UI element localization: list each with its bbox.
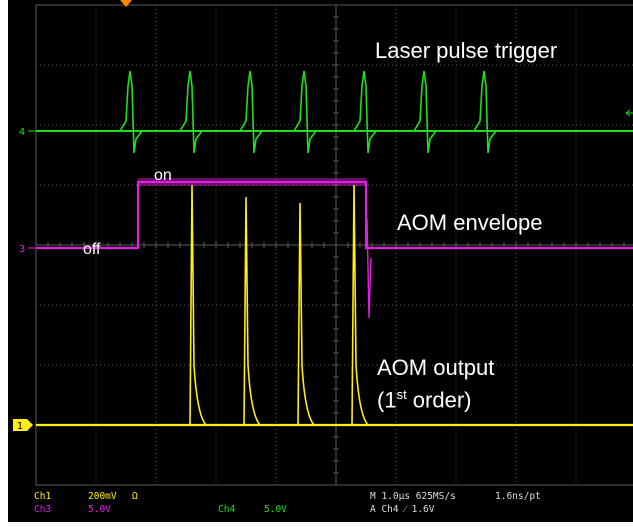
- ch4-pulse: [473, 70, 497, 154]
- ch4-pulse: [239, 70, 263, 154]
- trigger-level-icon: [625, 109, 633, 117]
- timebase-readout: M 1.0µs 625MS/s: [370, 491, 456, 502]
- ch4-pulse: [119, 70, 143, 154]
- waveform-traces: [36, 70, 633, 427]
- channel-markers: 4 3 1: [13, 127, 35, 432]
- ch3-scale-value: 5.0V: [88, 504, 111, 515]
- ch3-marker: 3: [19, 244, 25, 255]
- graticule: [35, 0, 633, 486]
- ch1-pulse: [297, 202, 315, 426]
- ch1-pulse: [351, 184, 369, 426]
- ch3-ringing: [366, 217, 372, 319]
- ch1-coupling-icon: Ω: [132, 491, 138, 502]
- off-state-label: off: [83, 241, 101, 258]
- aom-output-order-label: (1st order): [377, 387, 472, 413]
- ch1-marker-box: [13, 419, 27, 431]
- ch1-marker-arrow: [27, 419, 33, 431]
- ch4-pulse: [353, 70, 377, 154]
- ch1-pulse: [189, 184, 207, 426]
- laser-pulse-trigger-label: Laser pulse trigger: [375, 38, 558, 63]
- aom-output-label: AOM output: [377, 355, 495, 380]
- aom-envelope-label: AOM envelope: [397, 210, 543, 235]
- ch4-scale-value: 5.0V: [264, 504, 287, 515]
- ch3-envelope-trace: [36, 180, 633, 250]
- ch4-status-label: Ch4: [218, 504, 236, 515]
- ch1-scale-value: 200mV: [88, 491, 117, 502]
- ch1-marker: 1: [17, 421, 23, 432]
- ch4-pulse: [179, 70, 203, 154]
- ch4-pulse: [413, 70, 437, 154]
- ch1-status-label: Ch1: [34, 491, 52, 502]
- ch3-envelope-noise: [138, 178, 366, 186]
- record-resolution-readout: 1.6ns/pt: [495, 491, 541, 502]
- ch4-marker: 4: [19, 127, 25, 138]
- trigger-readout: A Ch4 ⁄ 1.6V: [370, 504, 435, 515]
- ch4-pulse: [293, 70, 317, 154]
- oscilloscope-display: 4 3 1: [13, 0, 633, 486]
- trigger-position-icon: [120, 0, 132, 7]
- ch1-pulse: [243, 196, 261, 426]
- ch3-status-label: Ch3: [34, 504, 52, 515]
- on-state-label: on: [154, 167, 172, 184]
